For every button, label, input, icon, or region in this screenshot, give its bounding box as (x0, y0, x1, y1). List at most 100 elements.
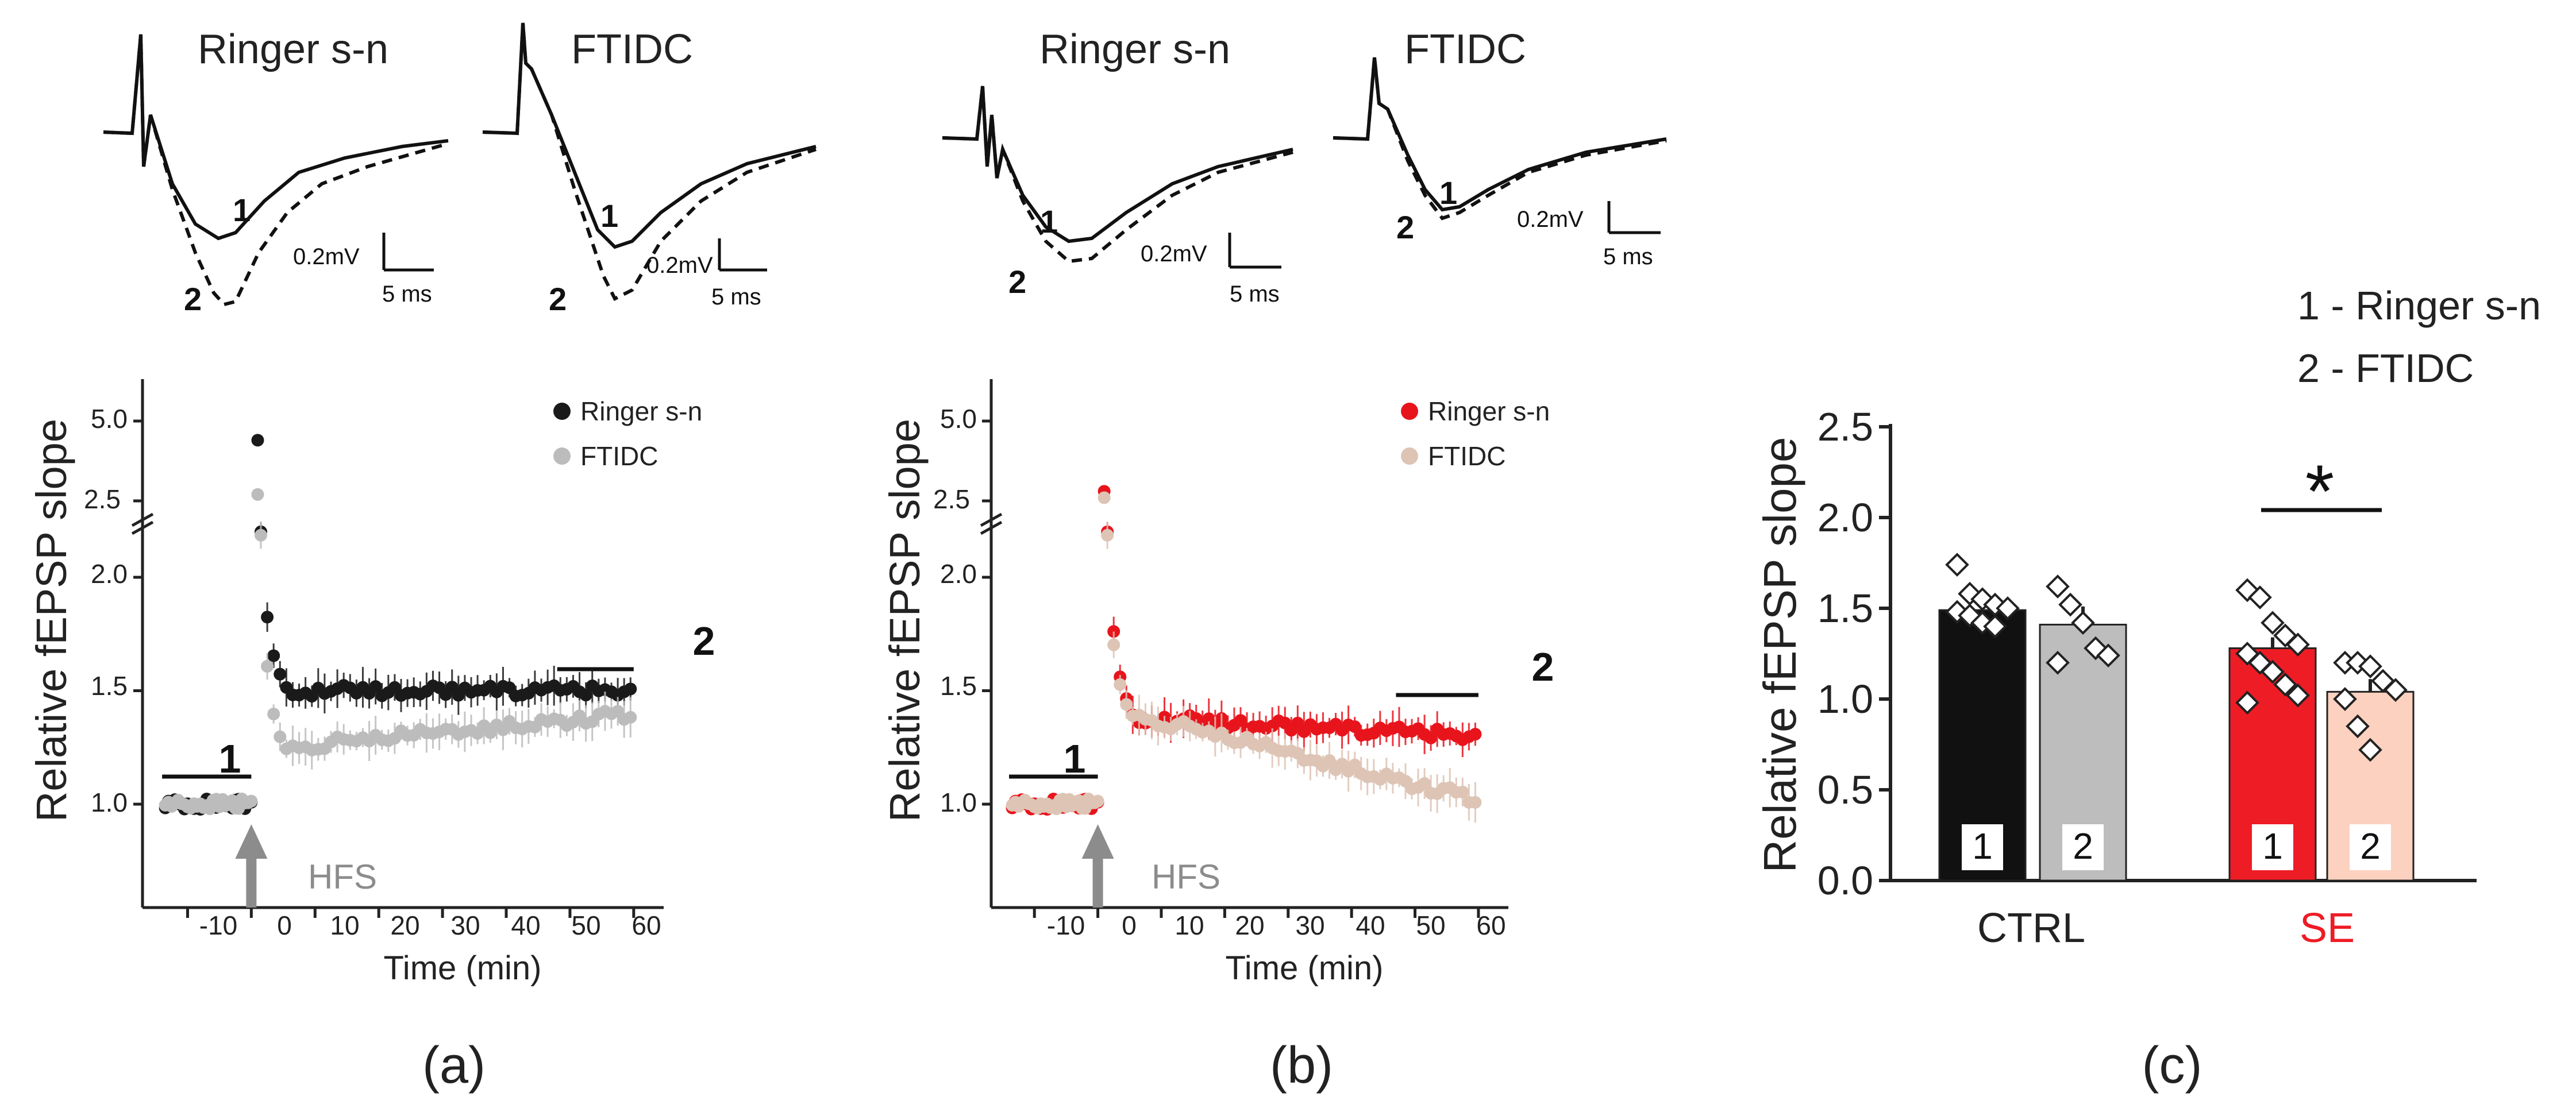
trace-a1-solid (103, 34, 449, 241)
chart-c-point-2-2 (2261, 611, 2285, 635)
chart-a-tick-y-5.0: 5.0 (91, 404, 128, 434)
chart-a-legend-ftidc: FTIDC (580, 441, 658, 471)
trace-a2-num2: 2 (549, 281, 567, 317)
chart-a: Relative fEPSP slope Time (min) 1.0 1.5 … (28, 379, 715, 987)
trace-b2-scalebar: 0.2mV 5 ms (1517, 201, 1661, 269)
scale-b2-mv: 0.2mV (1517, 207, 1584, 232)
chart-c-group-se: SE (2300, 905, 2355, 951)
chart-a-s1-point-32 (274, 730, 287, 743)
chart-a-tick-x-0: 0 (277, 910, 292, 940)
chart-a-tick-x-60: 60 (632, 910, 661, 940)
chart-c-group-ctrl: CTRL (1977, 905, 2085, 951)
trace-b1-num2: 2 (1008, 264, 1026, 300)
chart-c-point-3-5 (2333, 687, 2357, 711)
chart-c: Relative fEPSP slope 0.0 0.5 1.0 1.5 2.0… (1754, 283, 2541, 951)
trace-b1-dashed (942, 86, 1293, 264)
chart-b-s1-point-29 (1101, 528, 1114, 542)
trace-a2-num1: 1 (600, 198, 618, 234)
chart-c-bar-label-box-3 (2350, 824, 2391, 870)
chart-a-legend-ringer: Ringer s-n (580, 396, 702, 426)
chart-c-tick-y-0.5: 0.5 (1818, 767, 1873, 812)
chart-b-legend-ftidc: FTIDC (1428, 441, 1505, 471)
chart-b-period-1: 1 (1064, 736, 1086, 781)
trace-title-b-ftidc: FTIDC (1404, 26, 1526, 72)
chart-c-bar-label-3: 2 (2360, 825, 2381, 867)
chart-c-bar-label-0: 1 (1972, 825, 1993, 867)
scale-a1-ms: 5 ms (382, 281, 432, 307)
chart-c-point-1-4 (2096, 643, 2120, 667)
chart-a-s0-point-31 (267, 649, 280, 662)
chart-a-tick-x-20: 20 (390, 910, 419, 940)
chart-b-hfs-arrow-shaft (1092, 856, 1103, 908)
chart-b-s1-point-68 (1348, 758, 1361, 771)
chart-c-tick-y-1.5: 1.5 (1818, 586, 1873, 631)
chart-b-s1-point-27 (1091, 794, 1104, 808)
chart-a-s1-point-28 (251, 488, 264, 501)
panel-label-c: (c) (2142, 1037, 2203, 1094)
chart-b: Relative fEPSP slope Time (min) 1.0 1.5 … (881, 379, 1554, 987)
trace-a2-solid (482, 22, 817, 249)
chart-b-s1-point-31 (1114, 678, 1127, 691)
chart-a-period-1: 1 (219, 736, 241, 781)
chart-c-tick-y-1.0: 1.0 (1818, 677, 1873, 721)
panel-label-a: (a) (422, 1037, 486, 1094)
trace-a2-scalebar: 0.2mV 5 ms (646, 238, 767, 310)
chart-b-axis-break-1 (980, 512, 1003, 527)
scale-a1-mv: 0.2mV (293, 244, 360, 269)
chart-b-s1-point-32 (1120, 698, 1133, 711)
chart-a-s1-point-27 (245, 794, 258, 808)
chart-a-tick-x--10: -10 (199, 910, 237, 940)
panel-a-traces: Ringer s-n FTIDC 1 2 0.2mV 5 ms 1 2 0.2m… (103, 22, 817, 317)
chart-a-hfs-label: HFS (308, 858, 377, 896)
chart-b-s0-point-68 (1348, 720, 1361, 734)
trace-b1-solid (942, 86, 1293, 244)
chart-c-tick-y-0.0: 0.0 (1818, 858, 1873, 903)
chart-a-tick-x-40: 40 (511, 910, 540, 940)
chart-c-point-3-2 (2358, 654, 2382, 678)
chart-a-s1-point-87 (624, 711, 637, 724)
trace-a1-num1: 1 (233, 192, 251, 228)
panel-label-b: (b) (1270, 1037, 1333, 1094)
chart-c-point-1-1 (2058, 592, 2082, 617)
chart-a-tick-y-2.5: 2.5 (84, 484, 121, 514)
chart-b-tick-x-10: 10 (1175, 910, 1204, 940)
chart-a-hfs-arrow-head (235, 824, 268, 859)
chart-a-legend-marker-0 (553, 403, 571, 420)
chart-c-significance: * (2305, 449, 2335, 533)
chart-c-point-2-10 (2235, 690, 2259, 715)
scale-b2-ms: 5 ms (1603, 244, 1653, 269)
scale-b1-mv: 0.2mV (1141, 241, 1207, 267)
chart-b-tick-y-5.0: 5.0 (940, 404, 977, 434)
chart-c-point-0-0 (1945, 553, 1969, 577)
chart-b-tick-x-20: 20 (1235, 910, 1264, 940)
chart-c-point-3-7 (2358, 738, 2382, 762)
chart-c-point-1-2 (2071, 611, 2095, 635)
chart-a-tick-x-50: 50 (571, 910, 600, 940)
chart-b-s1-point-85 (1456, 785, 1469, 798)
scale-a2-mv: 0.2mV (646, 253, 713, 278)
chart-c-tick-y-2.5: 2.5 (1818, 404, 1873, 449)
chart-c-point-0-8 (1983, 614, 2007, 639)
chart-c-legend-2: 2 - FTIDC (2297, 346, 2474, 391)
chart-c-point-2-7 (2261, 659, 2285, 684)
chart-a-s0-point-32 (274, 667, 287, 681)
chart-c-point-3-4 (2384, 678, 2408, 702)
chart-b-s1-point-28 (1098, 491, 1111, 504)
chart-b-s0-point-80 (1424, 731, 1438, 744)
chart-a-period-2: 2 (693, 619, 715, 663)
chart-c-bar-label-2: 1 (2262, 825, 2283, 867)
chart-b-s1-point-79 (1418, 777, 1431, 790)
chart-c-point-3-6 (2346, 714, 2370, 739)
chart-c-bar-label-box-2 (2252, 824, 2293, 870)
chart-c-bar-label-box-1 (2062, 824, 2104, 870)
chart-b-tick-x-60: 60 (1476, 910, 1505, 940)
chart-b-axis-break-2 (980, 520, 1003, 535)
chart-b-legend-marker-1 (1401, 447, 1418, 465)
chart-c-point-1-0 (2046, 574, 2070, 599)
chart-a-s0-point-87 (624, 682, 637, 696)
chart-a-legend-marker-1 (553, 447, 571, 465)
chart-b-legend-ringer: Ringer s-n (1428, 396, 1550, 426)
chart-b-hfs-label: HFS (1152, 858, 1220, 896)
chart-b-s0-point-87 (1469, 728, 1482, 741)
